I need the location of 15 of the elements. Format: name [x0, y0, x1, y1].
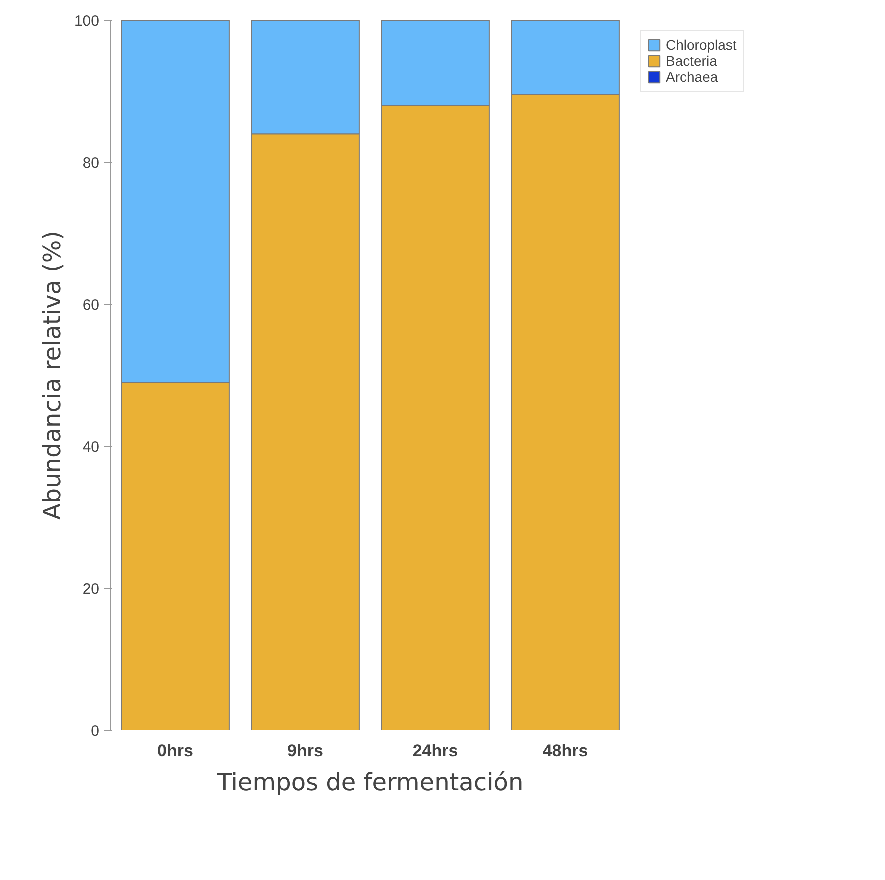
- y-tick-label: 0: [91, 723, 100, 740]
- legend-label: Bacteria: [666, 53, 718, 69]
- legend-label: Chloroplast: [666, 37, 737, 53]
- y-tick-label: 40: [82, 439, 100, 456]
- x-tick-label: 9hrs: [288, 742, 324, 760]
- y-tick-label: 80: [82, 155, 100, 172]
- y-tick-label: 60: [82, 297, 100, 314]
- x-axis-title: Tiempos de fermentación: [216, 768, 524, 796]
- x-tick-label: 48hrs: [542, 742, 588, 760]
- x-tick-label: 0hrs: [158, 742, 194, 760]
- y-axis-title: Abundancia relativa (%): [38, 230, 66, 520]
- legend-label: Archaea: [666, 69, 718, 85]
- x-tick-label: 24hrs: [412, 742, 458, 760]
- y-tick-label: 20: [82, 581, 100, 598]
- y-tick-label: 100: [74, 13, 100, 30]
